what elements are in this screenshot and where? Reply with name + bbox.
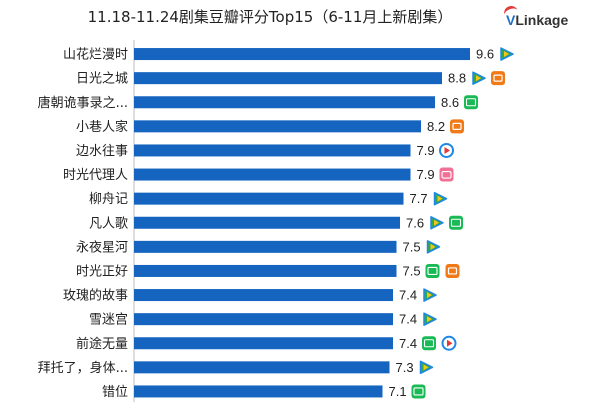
tencent-play-inner [504, 51, 509, 58]
iqiyi-platform-icon [411, 384, 426, 399]
bar [134, 337, 393, 350]
category-label: 永夜星河 [76, 240, 128, 255]
tencent-platform-icon [500, 47, 514, 61]
tencent-platform-icon [419, 360, 434, 375]
iqiyi-screen-shape [450, 218, 462, 227]
category-label: 小巷人家 [76, 119, 128, 135]
category-label: 前途无量 [76, 336, 128, 352]
mango-tile [491, 71, 505, 86]
mango-tile [450, 119, 464, 134]
chart-title: 11.18-11.24剧集豆瓣评分Top15（6-11月上新剧集） [87, 8, 453, 26]
iqiyi-platform-icon [422, 336, 436, 351]
value-label: 7.7 [410, 191, 428, 206]
bar [134, 168, 411, 181]
bar [134, 72, 442, 85]
bar [134, 361, 390, 374]
category-label: 山花烂漫时 [63, 47, 128, 63]
tencent-play-inner [434, 219, 439, 226]
vlinkage-logo: VLinkage [502, 3, 596, 34]
bar [134, 240, 397, 253]
bar [134, 264, 397, 277]
iqiyi-platform-icon [464, 95, 478, 110]
category-label: 凡人歌 [89, 216, 128, 231]
category-label: 日光之城 [76, 72, 128, 87]
bilibili-tv-shape [441, 171, 452, 179]
mango-tile [445, 263, 460, 278]
tencent-play-inner [430, 243, 436, 250]
value-label: 7.9 [417, 167, 435, 182]
bar [134, 192, 404, 205]
tencent-platform-icon [433, 191, 448, 206]
category-label: 时光代理人 [63, 168, 128, 183]
value-label: 8.2 [427, 119, 445, 134]
logo-text: VLinkage [506, 12, 568, 28]
bar-rows: 山花烂漫时 9.6 日光之城 8.8 唐朝诡事录之... 8.6 小巷人家 8.2 边水往事 7.… [38, 47, 514, 400]
bar [134, 120, 421, 133]
bar [134, 144, 411, 157]
tencent-platform-icon [423, 288, 437, 302]
category-label: 雪迷宫 [89, 313, 128, 328]
iqiyi-screen-shape [465, 98, 477, 107]
iqiyi-screen-shape [423, 339, 435, 348]
tencent-play-inner [427, 292, 432, 299]
logo-prefix: V [506, 12, 516, 28]
value-label: 7.4 [399, 288, 417, 303]
value-label: 7.4 [399, 312, 417, 327]
category-label: 柳舟记 [89, 192, 128, 207]
value-label: 7.9 [417, 143, 435, 158]
iqiyi-screen-shape [413, 387, 424, 396]
youku-play [447, 339, 453, 347]
tencent-platform-icon [426, 240, 441, 254]
tencent-platform-icon [430, 216, 444, 230]
tencent-play-inner [423, 364, 429, 371]
tencent-play-inner [427, 316, 432, 323]
mango-tv-shape [493, 74, 503, 82]
iqiyi-screen-shape [427, 266, 438, 276]
value-label: 9.6 [476, 47, 494, 62]
value-label: 7.6 [406, 215, 424, 230]
tencent-play-inner [437, 195, 443, 202]
youku-platform-icon [441, 335, 457, 351]
bar [134, 313, 393, 326]
iqiyi-platform-icon [425, 263, 440, 278]
bar [134, 385, 383, 398]
value-label: 7.5 [403, 239, 421, 254]
value-label: 7.3 [396, 360, 414, 375]
value-label: 7.1 [389, 384, 407, 399]
youku-platform-icon [439, 142, 454, 158]
category-label: 玫瑰的故事 [63, 288, 128, 304]
mango-tv-shape [452, 122, 462, 130]
bar [134, 289, 393, 302]
bar [134, 48, 470, 61]
bar [134, 96, 435, 109]
tencent-platform-icon [472, 71, 486, 85]
category-label: 错位 [102, 385, 128, 400]
mango-platform-icon [450, 119, 464, 134]
logo-rest: Linkage [515, 12, 569, 28]
tencent-platform-icon [423, 312, 437, 326]
category-label: 时光正好 [76, 264, 128, 279]
mango-platform-icon [445, 263, 460, 278]
category-label: 边水往事 [76, 144, 128, 159]
value-label: 8.6 [441, 95, 459, 110]
iqiyi-platform-icon [449, 215, 463, 230]
bar [134, 216, 400, 229]
mango-tv-shape [447, 267, 458, 275]
value-label: 7.4 [399, 336, 417, 351]
mango-platform-icon [491, 71, 505, 86]
youku-play [444, 146, 450, 154]
tencent-play-inner [476, 75, 481, 82]
value-label: 8.8 [448, 71, 466, 86]
bilibili-platform-icon [439, 167, 454, 182]
category-label: 唐朝诡事录之... [38, 95, 128, 111]
category-label: 拜托了，身体... [38, 360, 128, 376]
value-label: 7.5 [403, 263, 421, 278]
